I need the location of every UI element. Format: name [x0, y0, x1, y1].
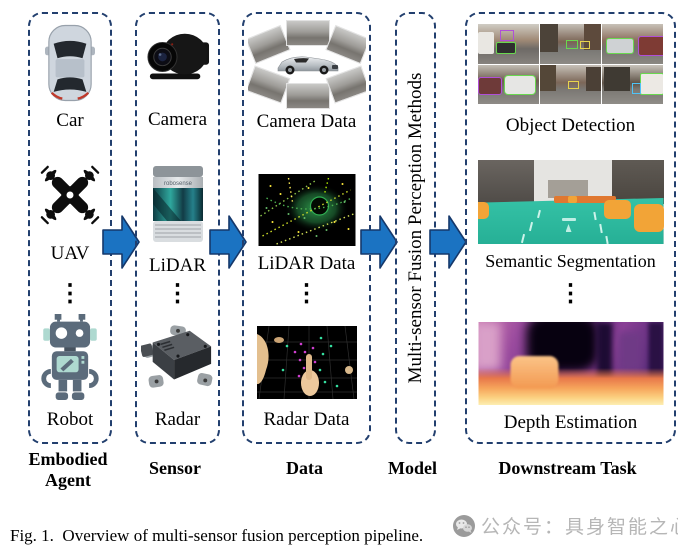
group-label-model: Model: [388, 458, 437, 478]
sensor-box: Camera robosense LiDAR ⋮: [135, 12, 220, 444]
lidar-icon: robosense: [152, 166, 203, 242]
ellipsis: ⋮: [558, 281, 583, 307]
depth-estimation-image: [478, 322, 663, 405]
watermark: 公众号：具身智能之心: [452, 512, 678, 539]
agent-item-label: Car: [56, 110, 84, 131]
arrow-data-to-model: [360, 215, 398, 269]
object-detection-image: [477, 24, 664, 104]
lidar-brand-text: robosense: [163, 181, 192, 187]
wechat-icon: [453, 514, 475, 537]
sensor-item-label: LiDAR: [149, 255, 206, 276]
figure-caption: Fig. 1. Overview of multi-sensor fusion …: [10, 526, 424, 545]
agent-item-label: UAV: [50, 243, 90, 264]
semantic-segmentation-image: [477, 160, 664, 244]
radar-data-image: [256, 326, 357, 399]
camera-icon: [146, 33, 209, 80]
group-label-downstream-task: Downstream Task: [498, 458, 637, 478]
group-label-embodied-agent: Embodied Agent: [28, 449, 108, 490]
group-label-sensor: Sensor: [148, 458, 201, 478]
downstream-task-box: Object Detection Semantic Segmentation ⋮: [465, 12, 676, 444]
lidar-data-image: [258, 174, 355, 246]
robot-icon: [41, 314, 99, 400]
task-item-label: Object Detection: [505, 115, 636, 136]
arrow-model-to-task: [429, 215, 467, 269]
model-box: Multi-sensor Fusion Perception Methods: [395, 12, 436, 444]
group-label-data: Data: [286, 458, 323, 478]
model-vertical-text: Multi-sensor Fusion Perception Methods: [404, 72, 426, 384]
ellipsis: ⋮: [58, 281, 82, 307]
ellipsis: ⋮: [294, 281, 319, 307]
task-item-label: Semantic Segmentation: [485, 251, 656, 271]
data-item-label: LiDAR Data: [257, 253, 356, 274]
arrow-sensor-to-data: [209, 215, 247, 269]
watermark-text: 公众号：具身智能之心: [481, 517, 678, 538]
task-item-label: Depth Estimation: [503, 412, 638, 433]
ellipsis: ⋮: [165, 281, 190, 307]
uav-icon: [40, 165, 100, 225]
data-item-label: Camera Data: [256, 111, 357, 132]
sensor-item-label: Camera: [147, 109, 208, 130]
data-item-label: Radar Data: [263, 409, 350, 430]
sensor-item-label: Radar: [154, 409, 201, 430]
agent-item-label: Robot: [46, 409, 94, 430]
embodied-agent-box: Car UAV ⋮: [28, 12, 112, 444]
camera-data-image: [247, 19, 366, 109]
radar-icon: [140, 325, 212, 388]
data-box: Camera Data: [242, 12, 371, 444]
car-icon: [45, 24, 95, 102]
silver-car-image: [277, 56, 338, 75]
arrow-agent-to-sensor: [102, 215, 140, 269]
